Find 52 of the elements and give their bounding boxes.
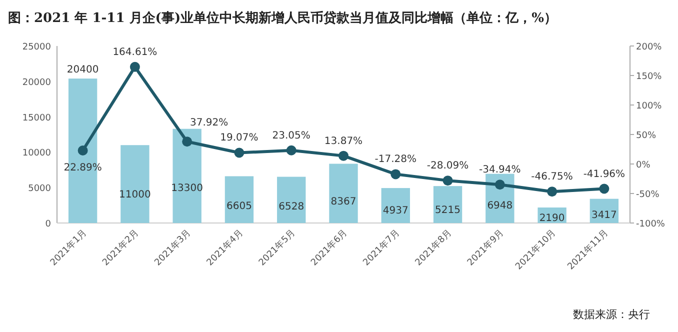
point [494, 180, 505, 190]
y2-tick-label: -100% [636, 220, 666, 230]
data-label: 19.07% [220, 132, 258, 144]
data-label: 5215 [435, 204, 461, 216]
data-label: 4937 [382, 206, 408, 217]
data-label: -34.94% [479, 164, 521, 176]
data-label: 164.61% [112, 46, 158, 58]
data-label: 8367 [330, 196, 356, 208]
y2-tick-label: 50% [636, 131, 656, 141]
data-label: 6605 [226, 201, 252, 212]
data-label: 2190 [539, 213, 565, 224]
y-tick-label: 0 [45, 220, 52, 230]
data-label: 6948 [487, 200, 513, 212]
data-label: 13.87% [324, 136, 363, 147]
bar [277, 176, 306, 223]
bar [381, 188, 410, 223]
bar [172, 128, 202, 223]
y-tick-label: 5000 [28, 184, 52, 194]
bar [433, 186, 462, 223]
data-label: 3417 [591, 210, 617, 221]
point [390, 169, 401, 180]
data-label: -46.75% [531, 172, 573, 183]
data-label: 6528 [278, 201, 304, 212]
point [234, 148, 244, 158]
data-label: 20400 [66, 64, 99, 76]
source-note: 数据来源：央行 [573, 308, 650, 321]
data-label: 37.92% [190, 118, 228, 129]
point [547, 186, 558, 197]
y2-tick-label: 200% [636, 42, 662, 52]
y2-tick-label: 0% [636, 160, 651, 170]
y2-tick-label: 100% [636, 102, 662, 112]
point [286, 145, 296, 156]
y-tick-label: 15000 [22, 113, 52, 124]
point [599, 184, 610, 194]
y-tick-label: 10000 [22, 148, 52, 159]
data-label: 23.05% [272, 130, 310, 142]
point [78, 145, 88, 156]
bar [224, 176, 254, 223]
data-label: -28.09% [426, 160, 469, 172]
y-tick-label: 20000 [22, 78, 52, 88]
y-tick-label: 25000 [22, 42, 52, 52]
bar [120, 145, 150, 223]
y2-tick-label: 150% [636, 72, 662, 82]
point [182, 136, 192, 147]
point [130, 62, 140, 72]
data-label: -41.96% [583, 168, 626, 180]
point [442, 176, 453, 186]
bar [329, 164, 358, 223]
data-label: -17.28% [374, 154, 417, 166]
chart-title: 图：2021 年 1-11 月企(事)业单位中长期新增人民币贷款当月值及同比增幅（单位：亿，%） [8, 10, 557, 26]
y2-tick-label: -50% [636, 190, 660, 200]
point [338, 150, 348, 161]
